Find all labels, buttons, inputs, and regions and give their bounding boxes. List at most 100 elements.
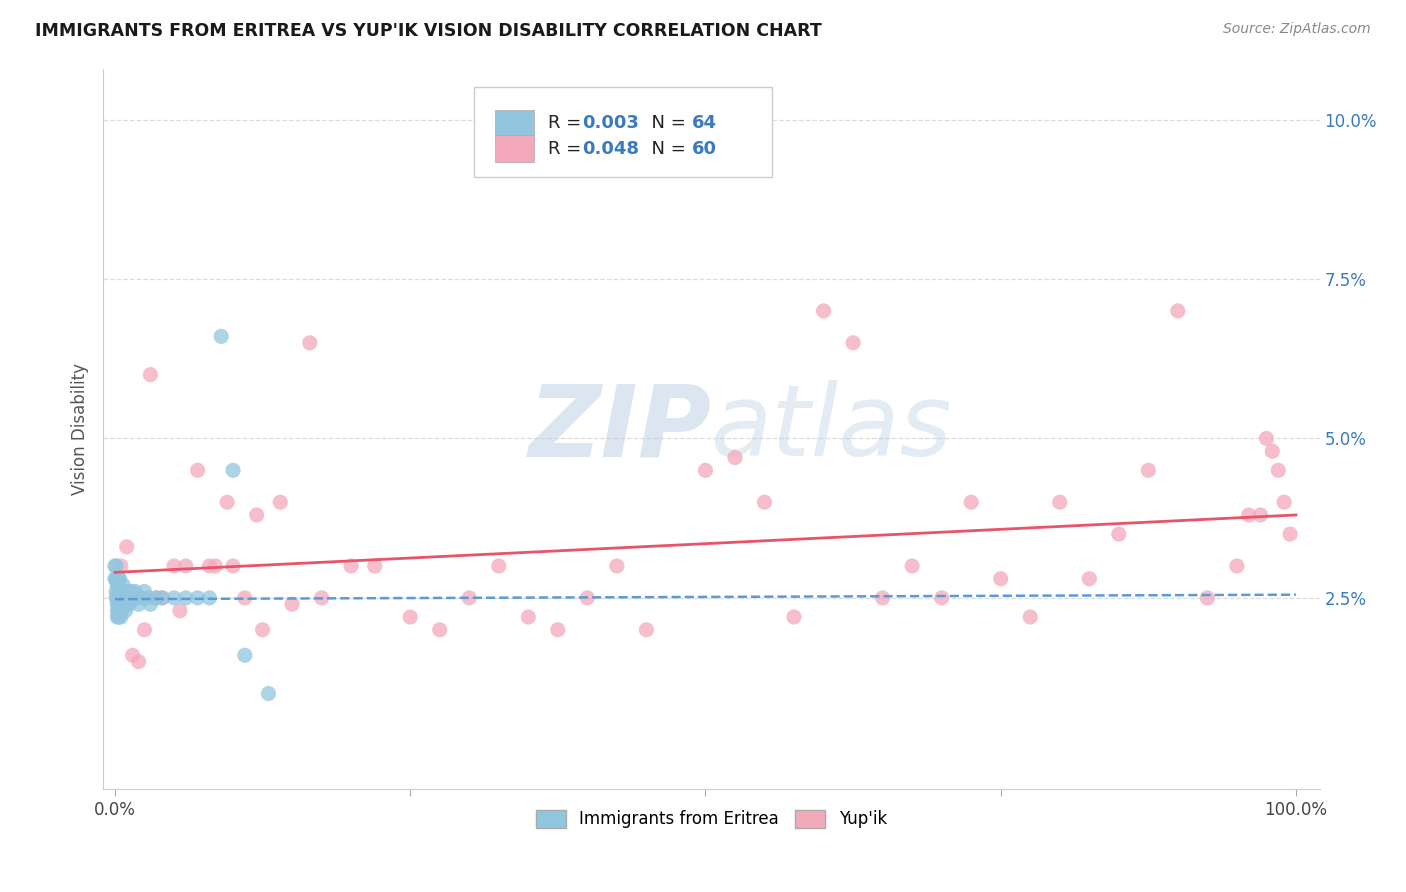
Point	[163, 559, 186, 574]
Point	[1279, 527, 1302, 541]
Y-axis label: Vision Disability: Vision Disability	[72, 363, 89, 495]
Point	[136, 591, 159, 605]
Point	[108, 572, 131, 586]
Point	[105, 559, 128, 574]
Text: IMMIGRANTS FROM ERITREA VS YUP'IK VISION DISABILITY CORRELATION CHART: IMMIGRANTS FROM ERITREA VS YUP'IK VISION…	[35, 22, 823, 40]
Point	[340, 559, 363, 574]
Point	[783, 610, 806, 624]
Point	[547, 623, 569, 637]
Point	[115, 591, 138, 605]
Point	[105, 584, 128, 599]
Point	[1167, 304, 1189, 318]
Point	[139, 597, 162, 611]
Point	[110, 604, 132, 618]
Point	[121, 584, 143, 599]
Point	[125, 591, 148, 605]
Point	[124, 584, 146, 599]
Point	[269, 495, 291, 509]
Point	[105, 610, 128, 624]
Point	[364, 559, 387, 574]
Point	[112, 597, 135, 611]
Point	[108, 597, 131, 611]
Point	[1108, 527, 1130, 541]
Legend: Immigrants from Eritrea, Yup'ik: Immigrants from Eritrea, Yup'ik	[529, 803, 894, 835]
Point	[111, 604, 134, 618]
Point	[429, 623, 451, 637]
Point	[129, 591, 152, 605]
Point	[458, 591, 481, 605]
Point	[1226, 559, 1249, 574]
Bar	[495, 135, 534, 162]
Point	[724, 450, 747, 465]
Point	[115, 584, 138, 599]
Point	[517, 610, 540, 624]
Text: R =: R =	[548, 114, 588, 132]
Point	[204, 559, 226, 574]
Bar	[495, 110, 534, 137]
Point	[813, 304, 835, 318]
Text: 0.003: 0.003	[582, 114, 640, 132]
Text: atlas: atlas	[711, 380, 953, 477]
Point	[112, 597, 135, 611]
Point	[105, 578, 128, 592]
Point	[128, 597, 150, 611]
Point	[1267, 463, 1289, 477]
Point	[107, 610, 129, 624]
Point	[931, 591, 953, 605]
Point	[114, 591, 136, 605]
Point	[110, 584, 132, 599]
Point	[118, 584, 141, 599]
Point	[105, 597, 128, 611]
Text: Source: ZipAtlas.com: Source: ZipAtlas.com	[1223, 22, 1371, 37]
Point	[198, 559, 221, 574]
Point	[1250, 508, 1272, 522]
Point	[1197, 591, 1219, 605]
Point	[145, 591, 167, 605]
Text: 0.048: 0.048	[582, 139, 640, 158]
Point	[252, 623, 274, 637]
Point	[636, 623, 658, 637]
Point	[163, 591, 186, 605]
Text: R =: R =	[548, 139, 588, 158]
Point	[1078, 572, 1101, 586]
Text: N =: N =	[640, 139, 692, 158]
Point	[209, 329, 232, 343]
Point	[1137, 463, 1160, 477]
Point	[576, 591, 599, 605]
Point	[246, 508, 269, 522]
FancyBboxPatch shape	[474, 87, 772, 177]
Point	[110, 591, 132, 605]
Point	[110, 610, 132, 624]
Point	[222, 463, 245, 477]
Text: N =: N =	[640, 114, 692, 132]
Point	[107, 597, 129, 611]
Text: ZIP: ZIP	[529, 380, 711, 477]
Point	[233, 591, 256, 605]
Point	[105, 591, 128, 605]
Point	[233, 648, 256, 663]
Point	[122, 591, 145, 605]
Point	[107, 584, 129, 599]
Point	[112, 584, 135, 599]
Point	[121, 591, 143, 605]
Point	[114, 604, 136, 618]
Point	[169, 604, 191, 618]
Point	[105, 572, 128, 586]
Point	[695, 463, 717, 477]
Point	[174, 559, 197, 574]
Point	[104, 572, 127, 586]
Point	[1261, 444, 1284, 458]
Point	[145, 591, 167, 605]
Text: 60: 60	[692, 139, 717, 158]
Point	[217, 495, 239, 509]
Point	[105, 591, 128, 605]
Point	[104, 559, 127, 574]
Point	[187, 591, 209, 605]
Point	[990, 572, 1012, 586]
Point	[174, 591, 197, 605]
Point	[107, 604, 129, 618]
Point	[134, 623, 156, 637]
Point	[1049, 495, 1071, 509]
Point	[111, 591, 134, 605]
Point	[1237, 508, 1260, 522]
